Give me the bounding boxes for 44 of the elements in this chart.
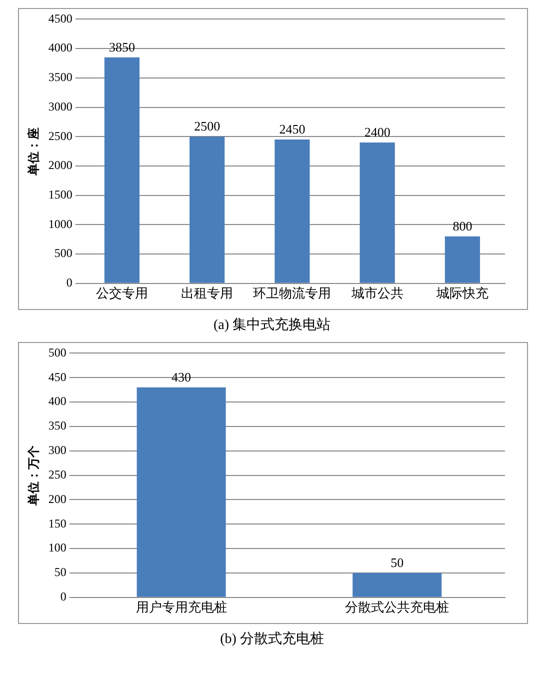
y-tick-label: 400 — [48, 394, 66, 408]
data-label: 2400 — [364, 124, 390, 140]
text: (b) 分散式充电桩 — [219, 630, 325, 648]
x-tick-label: 出租专用 — [181, 286, 234, 301]
y-tick-label: 1000 — [48, 216, 72, 231]
y-tick-label: 250 — [48, 467, 66, 482]
y-tick-label: 4500 — [48, 11, 72, 26]
data-label: 430 — [172, 369, 192, 384]
y-tick-label: 200 — [48, 492, 66, 506]
bar — [190, 136, 225, 283]
text: (a) 集中式充换电站 — [212, 316, 332, 334]
bar — [444, 236, 480, 283]
y-tick-label: 3500 — [48, 70, 72, 84]
y-tick-label: 3000 — [48, 99, 72, 114]
y-tick-label: 150 — [48, 516, 66, 530]
y-tick-label: 100 — [48, 540, 66, 555]
data-label: 2450 — [279, 121, 306, 136]
y-tick-label: 0 — [60, 590, 66, 604]
data-label: 50 — [390, 554, 404, 570]
y-tick-label: 2000 — [48, 158, 72, 172]
y-tick-label: 500 — [54, 246, 72, 260]
y-tick-label: 1500 — [48, 187, 72, 202]
y-tick-label: 0 — [66, 276, 72, 290]
y-tick-label: 350 — [48, 418, 66, 433]
bar — [360, 142, 395, 283]
y-tick-label: 500 — [48, 345, 66, 360]
y-axis-title: 单位：座 — [26, 127, 40, 176]
data-label: 800 — [452, 218, 472, 234]
y-tick-label: 50 — [54, 565, 66, 580]
x-tick-label: 环卫物流专用 — [253, 286, 332, 301]
y-tick-label: 300 — [48, 443, 66, 458]
y-tick-label: 2500 — [48, 128, 72, 143]
y-tick-label: 450 — [48, 370, 66, 384]
data-label: 2500 — [194, 118, 220, 134]
x-tick-label: 城际快充 — [435, 286, 488, 301]
bar — [104, 57, 140, 283]
x-tick-label: 公交专用 — [96, 286, 148, 301]
x-tick-label: 分散式公共充电桩 — [345, 600, 450, 615]
y-axis-title: 单位：万个 — [26, 444, 40, 506]
x-tick-label: 城市公共 — [350, 286, 404, 301]
data-label: 3850 — [108, 39, 135, 54]
x-tick-label: 用户专用充电桩 — [136, 600, 227, 615]
bar — [274, 140, 310, 283]
y-tick-label: 4000 — [48, 40, 72, 55]
